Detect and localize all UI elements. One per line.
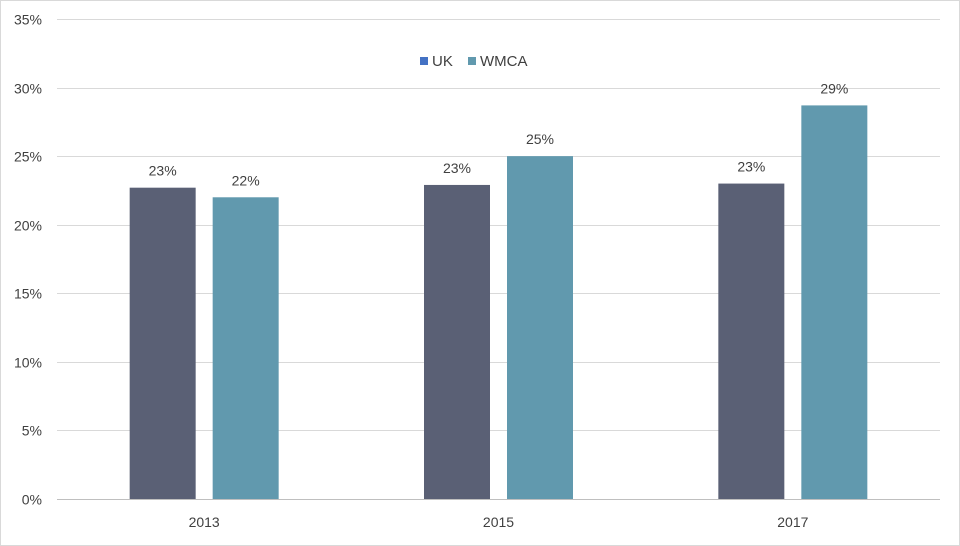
bar-wmca-2013 xyxy=(212,197,279,500)
data-label-uk-2017: 23% xyxy=(737,159,765,175)
bar-wmca-2015 xyxy=(507,156,573,499)
data-label-uk-2015: 23% xyxy=(443,160,471,176)
bar-uk-2015 xyxy=(424,184,490,499)
data-label-uk-2013: 23% xyxy=(149,163,177,179)
y-tick-label: 30% xyxy=(14,81,42,97)
x-tick-label: 2015 xyxy=(483,514,514,530)
y-tick-label: 20% xyxy=(14,218,42,234)
bar-wmca-2017 xyxy=(801,105,868,500)
bar-uk-2017 xyxy=(718,183,785,500)
y-tick-label: 15% xyxy=(14,286,42,302)
gridlines xyxy=(57,19,940,500)
y-tick-label: 5% xyxy=(22,423,42,439)
data-label-wmca-2013: 22% xyxy=(232,172,260,188)
legend-swatch-wmca xyxy=(468,57,476,65)
legend: UK WMCA xyxy=(420,53,528,70)
data-label-wmca-2017: 29% xyxy=(820,80,848,96)
legend-swatch-uk xyxy=(420,57,428,65)
legend-label-uk: UK xyxy=(432,53,453,70)
x-tick-label: 2017 xyxy=(777,514,808,530)
y-tick-label: 25% xyxy=(14,149,42,165)
legend-label-wmca: WMCA xyxy=(480,53,528,70)
x-tick-label: 2013 xyxy=(189,514,220,530)
x-axis-tick-labels: 2013 2015 2017 xyxy=(189,514,809,530)
y-axis-tick-labels: 0% 5% 10% 15% 20% 25% 30% 35% xyxy=(14,12,42,508)
data-label-wmca-2015: 25% xyxy=(526,131,554,147)
bars xyxy=(129,105,868,500)
bar-uk-2013 xyxy=(129,187,196,499)
y-tick-label: 35% xyxy=(14,12,42,28)
y-tick-label: 10% xyxy=(14,355,42,371)
y-tick-label: 0% xyxy=(22,492,42,508)
data-labels: 23% 22% 23% 25% 23% 29% xyxy=(149,80,849,188)
